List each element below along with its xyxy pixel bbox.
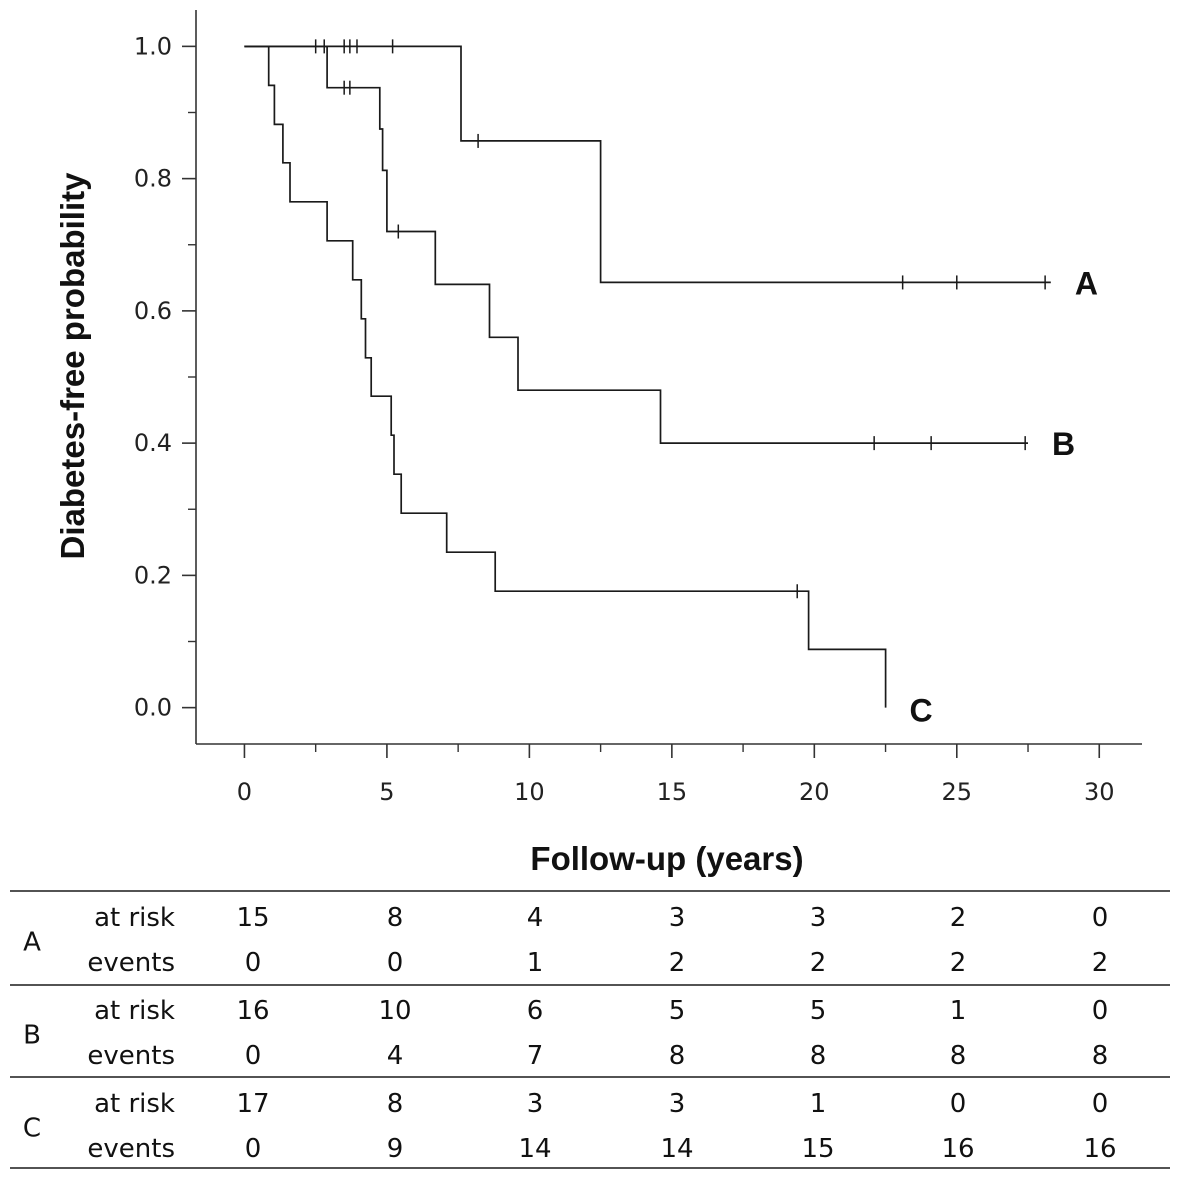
at-risk-cell: 17: [236, 1089, 269, 1119]
group-label: A: [23, 928, 41, 958]
y-tick-label: 0.4: [134, 429, 172, 457]
events-cell: 8: [1092, 1041, 1109, 1071]
x-tick-label: 10: [514, 778, 545, 806]
events-cell: 14: [660, 1134, 693, 1164]
at-risk-cell: 5: [810, 996, 827, 1026]
curve-label-c: C: [910, 693, 933, 729]
events-cell: 14: [518, 1134, 551, 1164]
survival-curves: A B C: [244, 39, 1098, 729]
at-risk-cell: 4: [527, 903, 544, 933]
events-cell: 0: [245, 1041, 262, 1071]
at-risk-cell: 8: [387, 903, 404, 933]
axes: 0.0 0.2 0.4 0.6 0.8 1.0 0 5 10 15 20 25 30 Follow-up …: [54, 10, 1142, 877]
y-axis-title: Diabetes-free probability: [54, 172, 91, 560]
x-tick-label: 30: [1084, 778, 1115, 806]
x-tick-label: 5: [379, 778, 394, 806]
at-risk-cell: 8: [387, 1089, 404, 1119]
at-risk-cell: 5: [669, 996, 686, 1026]
y-tick-label: 0.0: [134, 694, 172, 722]
at-risk-cell: 1: [810, 1089, 827, 1119]
row-label-at-risk: at risk: [94, 903, 175, 933]
events-cell: 0: [387, 948, 404, 978]
curve-a: [244, 45, 1051, 284]
at-risk-cell: 1: [950, 996, 967, 1026]
x-axis-title: Follow-up (years): [530, 840, 803, 877]
at-risk-cell: 15: [236, 903, 269, 933]
x-tick-label: 0: [237, 778, 252, 806]
events-cell: 8: [950, 1041, 967, 1071]
curve-label-b: B: [1052, 426, 1075, 462]
events-cell: 15: [801, 1134, 834, 1164]
at-risk-cell: 16: [236, 996, 269, 1026]
row-label-events: events: [87, 1041, 175, 1071]
group-label: B: [23, 1021, 41, 1051]
x-tick-label: 15: [657, 778, 688, 806]
row-label-at-risk: at risk: [94, 996, 175, 1026]
events-cell: 2: [810, 948, 827, 978]
events-cell: 4: [387, 1041, 404, 1071]
at-risk-cell: 3: [669, 1089, 686, 1119]
row-label-events: events: [87, 1134, 175, 1164]
curve-label-a: A: [1075, 265, 1098, 301]
events-cell: 1: [527, 948, 544, 978]
row-label-at-risk: at risk: [94, 1089, 175, 1119]
events-cell: 2: [669, 948, 686, 978]
events-cell: 0: [245, 1134, 262, 1164]
events-cell: 8: [669, 1041, 686, 1071]
x-tick-label: 25: [942, 778, 973, 806]
curve-c: [244, 45, 887, 708]
events-cell: 8: [810, 1041, 827, 1071]
curve-b: [244, 45, 1028, 444]
at-risk-cell: 6: [527, 996, 544, 1026]
events-cell: 7: [527, 1041, 544, 1071]
at-risk-cell: 0: [1092, 996, 1109, 1026]
at-risk-cell: 0: [950, 1089, 967, 1119]
at-risk-cell: 2: [950, 903, 967, 933]
events-cell: 2: [1092, 948, 1109, 978]
y-tick-label: 0.8: [134, 165, 172, 193]
at-risk-cell: 3: [669, 903, 686, 933]
events-cell: 2: [950, 948, 967, 978]
events-cell: 0: [245, 948, 262, 978]
events-cell: 16: [941, 1134, 974, 1164]
row-label-events: events: [87, 948, 175, 978]
at-risk-cell: 10: [378, 996, 411, 1026]
y-tick-label: 0.6: [134, 297, 172, 325]
events-cell: 16: [1083, 1134, 1116, 1164]
events-cell: 9: [387, 1134, 404, 1164]
y-tick-label: 0.2: [134, 561, 172, 589]
x-tick-label: 20: [799, 778, 830, 806]
at-risk-cell: 3: [810, 903, 827, 933]
at-risk-cell: 3: [527, 1089, 544, 1119]
y-tick-label: 1.0: [134, 32, 172, 60]
at-risk-cell: 0: [1092, 1089, 1109, 1119]
at-risk-cell: 0: [1092, 903, 1109, 933]
group-label: C: [23, 1114, 41, 1144]
